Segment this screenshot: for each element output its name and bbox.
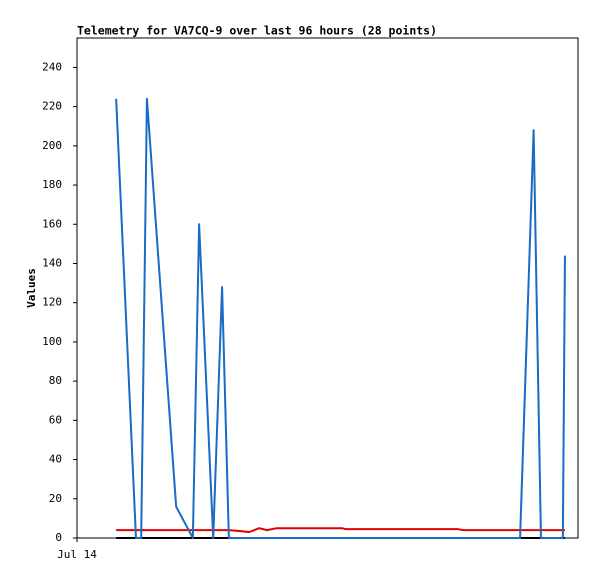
y-tick-label: 0 [55, 531, 62, 544]
y-tick-label: 220 [42, 100, 62, 113]
y-tick-label: 60 [49, 413, 62, 426]
y-tick-label: 140 [42, 256, 62, 269]
series-line [116, 527, 565, 534]
y-tick-label: 180 [42, 178, 62, 191]
series-line [115, 97, 566, 539]
y-axis-label: Values [25, 268, 38, 308]
y-tick-label: 40 [49, 453, 62, 466]
y-tick-label: 100 [42, 335, 62, 348]
y-tick-label: 240 [42, 60, 62, 73]
y-tick-label: 120 [42, 296, 62, 309]
y-tick-label: 200 [42, 139, 62, 152]
y-tick-label: 160 [42, 217, 62, 230]
plot-frame [76, 37, 579, 539]
chart-title: Telemetry for VA7CQ-9 over last 96 hours… [77, 24, 437, 38]
x-tick-label: Jul 14 [57, 548, 97, 561]
y-tick-label: 20 [49, 492, 62, 505]
y-tick-label: 80 [49, 374, 62, 387]
